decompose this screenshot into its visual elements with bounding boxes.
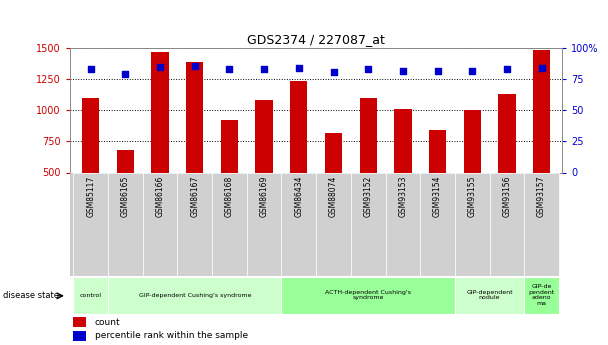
Bar [108,277,282,314]
Bar [524,172,559,276]
Text: GSM93157: GSM93157 [537,176,546,217]
Point [433,68,443,73]
Point [120,72,130,77]
Bar [316,172,351,276]
Bar [74,277,108,314]
Point [259,67,269,72]
Bar [524,277,559,314]
Bar [385,172,420,276]
Point [190,63,199,68]
Text: GSM93156: GSM93156 [502,176,511,217]
Text: GSM93153: GSM93153 [398,176,407,217]
Point [155,64,165,70]
Point [224,67,234,72]
Bar [82,98,99,235]
Bar [533,50,550,235]
Text: GSM93154: GSM93154 [433,176,442,217]
Text: percentile rank within the sample: percentile rank within the sample [95,332,247,341]
Bar [186,62,204,235]
Text: disease state: disease state [3,291,59,300]
Text: GSM86166: GSM86166 [156,176,165,217]
Bar [212,172,247,276]
Bar [359,98,377,235]
Title: GDS2374 / 227087_at: GDS2374 / 227087_at [247,33,385,46]
Bar [143,172,178,276]
Point [294,66,303,71]
Point [329,69,339,75]
Bar [282,172,316,276]
Bar [351,172,385,276]
Bar [73,317,86,327]
Point [502,67,512,72]
Bar [394,109,412,235]
Bar [178,172,212,276]
Text: GIP-de
pendent
adeno
ma: GIP-de pendent adeno ma [528,284,554,306]
Bar [282,277,455,314]
Bar [73,331,86,341]
Bar [489,172,524,276]
Point [537,66,547,71]
Bar [151,52,169,235]
Bar [290,81,308,235]
Text: GSM88074: GSM88074 [329,176,338,217]
Bar [117,150,134,235]
Bar [325,133,342,235]
Text: GSM93152: GSM93152 [364,176,373,217]
Text: GSM86165: GSM86165 [121,176,130,217]
Text: GSM86434: GSM86434 [294,176,303,217]
Text: ACTH-dependent Cushing's
syndrome: ACTH-dependent Cushing's syndrome [325,290,411,300]
Bar [108,172,143,276]
Bar [420,172,455,276]
Bar [463,110,481,235]
Bar [221,120,238,235]
Text: control: control [80,293,102,297]
Text: GSM86167: GSM86167 [190,176,199,217]
Text: GSM86168: GSM86168 [225,176,234,217]
Text: count: count [95,318,120,327]
Bar [455,172,489,276]
Text: GSM85117: GSM85117 [86,176,95,217]
Point [86,67,95,72]
Bar [74,172,108,276]
Bar [247,172,282,276]
Point [364,67,373,72]
Text: GIP-dependent
nodule: GIP-dependent nodule [466,290,513,300]
Point [468,68,477,73]
Text: GSM86169: GSM86169 [260,176,269,217]
Text: GIP-dependent Cushing's syndrome: GIP-dependent Cushing's syndrome [139,293,251,297]
Bar [255,100,273,235]
Text: GSM93155: GSM93155 [468,176,477,217]
Point [398,68,408,73]
Bar [429,130,446,235]
Bar [498,94,516,235]
Bar [455,277,524,314]
